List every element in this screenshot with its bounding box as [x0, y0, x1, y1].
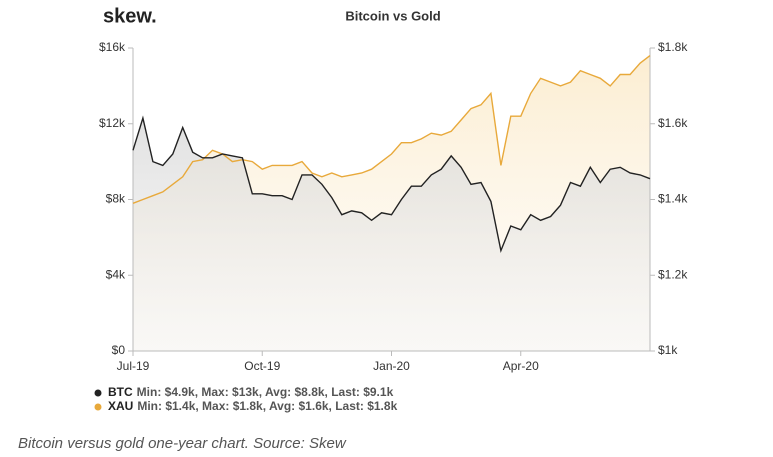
x-tick-label: Apr-20: [503, 359, 539, 373]
legend-name: BTC: [108, 385, 133, 399]
y-tick-label: $0: [112, 343, 126, 357]
x-tick-label: Jan-20: [373, 359, 410, 373]
y-tick-label: $4k: [106, 267, 126, 281]
y2-tick-label: $1k: [658, 343, 678, 357]
series-area: [133, 118, 650, 351]
x-tick-label: Oct-19: [244, 359, 280, 373]
series-line: [132, 55, 651, 204]
chart-title: Bitcoin vs Gold: [345, 8, 440, 23]
legend-name: XAU: [108, 399, 133, 413]
y2-tick-label: $1.2k: [658, 267, 688, 281]
legend-swatch: [94, 389, 102, 397]
y2-tick-label: $1.4k: [658, 192, 688, 206]
y2-tick-label: $1.8k: [658, 40, 688, 54]
y-tick-label: $16k: [99, 40, 126, 54]
x-tick-label: Jul-19: [117, 359, 150, 373]
legend-stats: Min: $4.9k, Max: $13k, Avg: $8.8k, Last:…: [137, 385, 394, 399]
series-line: [132, 115, 651, 254]
legend-entry: XAU Min: $1.4k, Max: $1.8k, Avg: $1.6k, L…: [108, 399, 398, 413]
legend-entry: BTC Min: $4.9k, Max: $13k, Avg: $8.8k, La…: [108, 385, 394, 399]
y2-tick-label: $1.6k: [658, 116, 688, 130]
legend-stats: Min: $1.4k, Max: $1.8k, Avg: $1.6k, Last…: [137, 399, 397, 413]
brand-logo: skew.: [103, 5, 157, 27]
legend-swatch: [94, 403, 102, 411]
caption: Bitcoin versus gold one-year chart. Sour…: [18, 435, 347, 452]
y-tick-label: $8k: [106, 192, 126, 206]
y-tick-label: $12k: [99, 116, 126, 130]
